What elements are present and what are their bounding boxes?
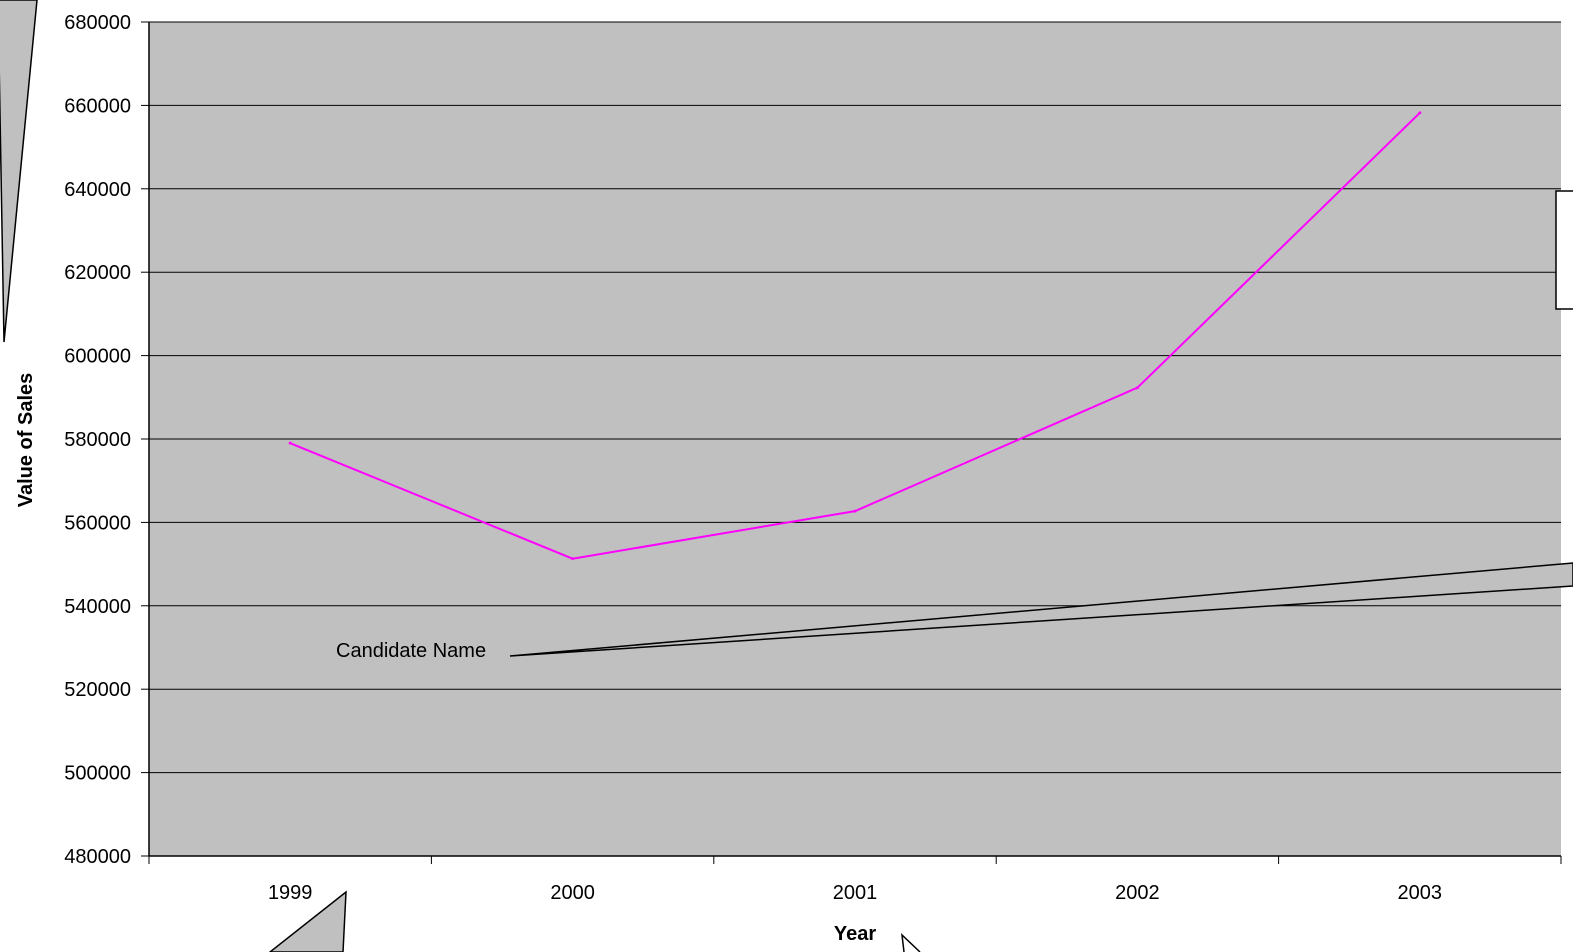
legend-box bbox=[1555, 190, 1573, 310]
y-tick-label: 520000 bbox=[64, 679, 131, 701]
annotation-label: Candidate Name bbox=[336, 640, 486, 662]
y-tick-label: 480000 bbox=[64, 846, 131, 868]
y-tick-label: 600000 bbox=[64, 346, 131, 368]
x-tick-label: 1999 bbox=[268, 882, 313, 904]
callout-shape-bottom bbox=[268, 890, 347, 952]
y-tick-label: 560000 bbox=[64, 512, 131, 534]
y-tick-label: 660000 bbox=[64, 95, 131, 117]
annotation-callout-pointer bbox=[509, 562, 1573, 657]
callout-shape-left bbox=[0, 0, 38, 343]
y-axis-title: Value of Sales bbox=[15, 373, 37, 508]
data-point bbox=[1418, 111, 1422, 115]
data-point bbox=[571, 557, 575, 561]
y-tick-label: 500000 bbox=[64, 763, 131, 785]
data-point bbox=[288, 441, 292, 445]
y-tick-label: 640000 bbox=[64, 179, 131, 201]
x-axis-ticks: 1999 2000 2001 2002 2003 bbox=[148, 856, 1562, 904]
x-tick-label: 2002 bbox=[1115, 882, 1160, 904]
y-tick-label: 680000 bbox=[64, 12, 131, 34]
callout-pointer-bottom bbox=[901, 933, 921, 952]
x-tick-label: 2003 bbox=[1398, 882, 1443, 904]
x-axis-title: Year bbox=[834, 923, 876, 945]
data-point bbox=[853, 509, 857, 513]
x-tick-label: 2001 bbox=[833, 882, 878, 904]
series-group bbox=[288, 111, 1422, 561]
y-axis-ticks: 480000 500000 520000 540000 560000 580000 6000… bbox=[64, 12, 149, 868]
x-tick-label: 2000 bbox=[550, 882, 595, 904]
y-tick-label: 540000 bbox=[64, 596, 131, 618]
data-point bbox=[1135, 386, 1139, 390]
y-tick-label: 620000 bbox=[64, 262, 131, 284]
y-tick-label: 580000 bbox=[64, 429, 131, 451]
gridlines bbox=[149, 21, 1561, 774]
